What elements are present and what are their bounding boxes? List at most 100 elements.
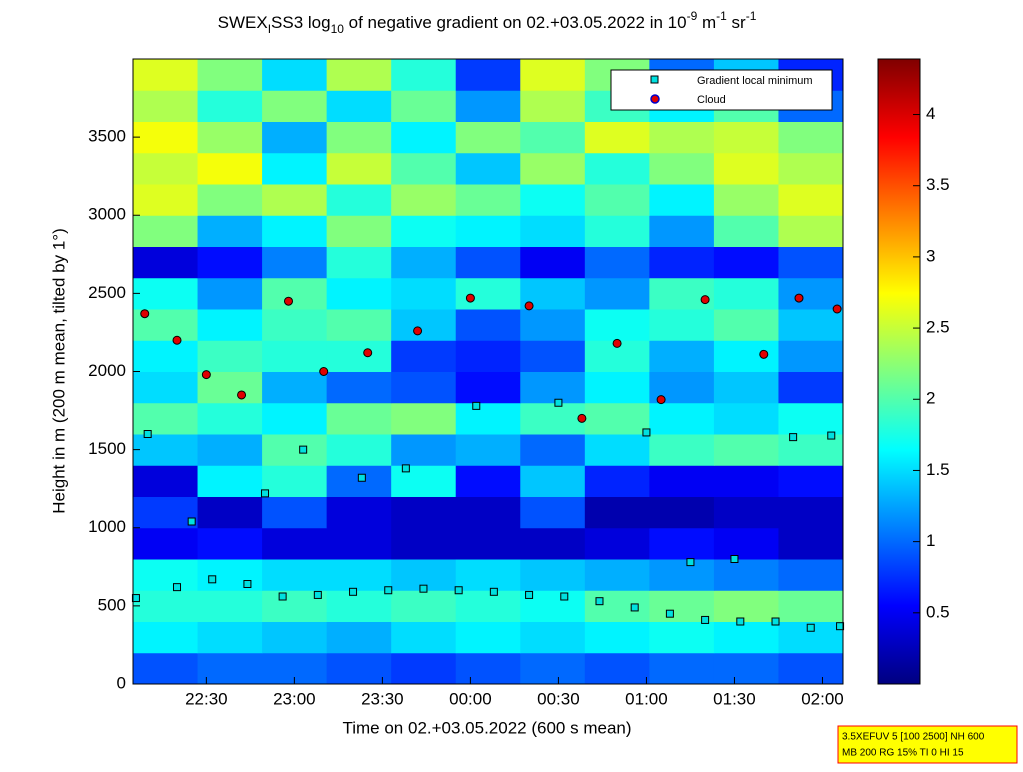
note-line: MB 200 RG 15% TI 0 HI 15 bbox=[842, 748, 964, 759]
marker bbox=[187, 517, 196, 526]
heat-cell bbox=[455, 402, 521, 435]
heat-cell bbox=[584, 652, 650, 685]
title-part: sr bbox=[727, 13, 746, 32]
x-tick-label: 23:30 bbox=[361, 689, 404, 708]
heat-cell bbox=[778, 340, 844, 372]
heat-cell bbox=[649, 277, 715, 310]
marker bbox=[612, 338, 622, 348]
heat-cell bbox=[391, 527, 457, 560]
heat-cell bbox=[326, 277, 392, 310]
legend: Gradient local minimum Cloud bbox=[610, 69, 833, 111]
heat-cell bbox=[197, 559, 263, 591]
title-part: 10 bbox=[331, 22, 345, 36]
heat-cell bbox=[713, 590, 779, 622]
heat-cell bbox=[133, 527, 199, 560]
marker bbox=[172, 335, 182, 345]
heat-cell bbox=[262, 309, 328, 341]
heat-cell bbox=[778, 184, 844, 216]
marker bbox=[313, 590, 322, 599]
marker bbox=[736, 617, 745, 626]
heat-cell bbox=[455, 527, 521, 560]
heat-cell bbox=[649, 434, 715, 466]
marker bbox=[771, 617, 780, 626]
colorbar-tick-label: 2.5 bbox=[926, 318, 950, 337]
heat-cell bbox=[520, 527, 586, 560]
marker bbox=[577, 413, 587, 423]
heat-cell bbox=[391, 496, 457, 529]
y-tick-label: 2000 bbox=[88, 361, 126, 380]
heat-cell bbox=[262, 246, 328, 279]
heat-cell bbox=[584, 465, 650, 497]
heat-cell bbox=[520, 652, 586, 685]
marker bbox=[131, 594, 140, 603]
heat-cell bbox=[326, 527, 392, 560]
heat-cell bbox=[520, 90, 586, 122]
title-part: -1 bbox=[746, 9, 757, 23]
heat-cell bbox=[778, 496, 844, 529]
y-tick-label: 500 bbox=[98, 595, 126, 614]
heat-cell bbox=[520, 559, 586, 591]
heat-cell bbox=[326, 184, 392, 216]
colorbar bbox=[877, 58, 921, 685]
x-tick-label: 00:00 bbox=[449, 689, 492, 708]
heat-cell bbox=[262, 152, 328, 185]
heat-cell bbox=[649, 184, 715, 216]
heat-cell bbox=[326, 215, 392, 247]
heat-cell bbox=[649, 309, 715, 341]
heat-cell bbox=[197, 246, 263, 279]
marker bbox=[283, 296, 293, 306]
heat-cell bbox=[455, 309, 521, 341]
heat-cell bbox=[520, 152, 586, 185]
heat-cell bbox=[262, 527, 328, 560]
heat-cell bbox=[649, 527, 715, 560]
heat-cell bbox=[262, 621, 328, 654]
heat-cell bbox=[713, 371, 779, 404]
heat-cell bbox=[649, 496, 715, 529]
heat-cell bbox=[262, 402, 328, 435]
heat-cell bbox=[520, 402, 586, 435]
heat-cell bbox=[326, 309, 392, 341]
heat-cell bbox=[649, 152, 715, 185]
heat-cell bbox=[133, 184, 199, 216]
heat-cell bbox=[391, 309, 457, 341]
marker bbox=[665, 609, 674, 618]
heat-cell bbox=[262, 215, 328, 247]
heat-cell bbox=[133, 277, 199, 310]
heat-cell bbox=[520, 246, 586, 279]
heat-cell bbox=[262, 121, 328, 154]
legend-marker bbox=[650, 94, 660, 104]
heat-cell bbox=[584, 527, 650, 560]
colorbar-tick-label: 4 bbox=[926, 104, 935, 123]
marker bbox=[237, 390, 247, 400]
heat-cell bbox=[520, 309, 586, 341]
heat-cell bbox=[391, 277, 457, 310]
heat-cell bbox=[455, 465, 521, 497]
heat-cell bbox=[262, 465, 328, 497]
y-tick-label: 0 bbox=[117, 673, 126, 692]
heat-cell bbox=[262, 559, 328, 591]
heat-cell bbox=[262, 59, 328, 91]
x-tick-label: 00:30 bbox=[537, 689, 580, 708]
heat-cell bbox=[584, 559, 650, 591]
heat-cell bbox=[197, 621, 263, 654]
heat-cell bbox=[778, 465, 844, 497]
heat-cell bbox=[133, 246, 199, 279]
x-axis-label: Time on 02.+03.05.2022 (600 s mean) bbox=[342, 718, 631, 737]
heat-cell bbox=[455, 496, 521, 529]
heat-cell bbox=[326, 246, 392, 279]
heat-cell bbox=[197, 340, 263, 372]
heat-cell bbox=[197, 215, 263, 247]
heat-cell bbox=[262, 340, 328, 372]
heat-cell bbox=[584, 215, 650, 247]
heat-cell bbox=[455, 652, 521, 685]
heat-cell bbox=[584, 496, 650, 529]
heat-cell bbox=[713, 434, 779, 466]
heat-cell bbox=[520, 59, 586, 91]
heat-cell bbox=[197, 59, 263, 91]
marker bbox=[827, 431, 836, 440]
heat-cell bbox=[197, 527, 263, 560]
heat-cell bbox=[455, 590, 521, 622]
marker bbox=[642, 428, 651, 437]
note-line: 3.5XEFUV 5 [100 2500] NH 600 bbox=[842, 732, 985, 743]
heat-cell bbox=[197, 465, 263, 497]
